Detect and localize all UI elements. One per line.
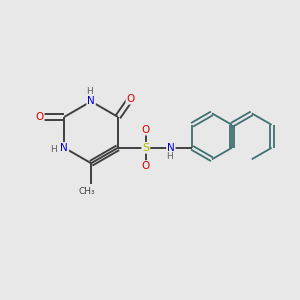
- Text: O: O: [35, 112, 44, 122]
- Text: CH₃: CH₃: [78, 187, 95, 196]
- Text: H: H: [86, 88, 93, 97]
- Text: N: N: [167, 143, 175, 153]
- Text: N: N: [61, 143, 68, 153]
- Text: O: O: [126, 94, 135, 104]
- Text: H: H: [166, 152, 173, 161]
- Text: H: H: [50, 145, 56, 154]
- Text: S: S: [142, 143, 149, 153]
- Text: N: N: [87, 96, 95, 106]
- Text: O: O: [142, 124, 150, 134]
- Text: O: O: [142, 161, 150, 171]
